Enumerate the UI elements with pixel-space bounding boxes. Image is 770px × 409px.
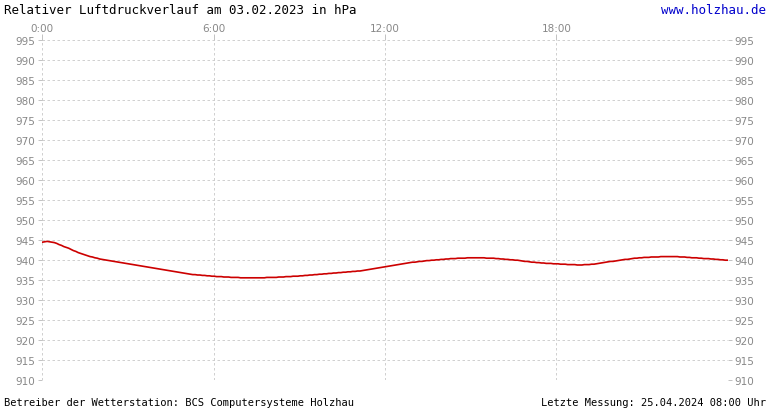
Text: Letzte Messung: 25.04.2024 08:00 Uhr: Letzte Messung: 25.04.2024 08:00 Uhr	[541, 397, 766, 407]
Text: Relativer Luftdruckverlauf am 03.02.2023 in hPa: Relativer Luftdruckverlauf am 03.02.2023…	[4, 4, 357, 17]
Text: Betreiber der Wetterstation: BCS Computersysteme Holzhau: Betreiber der Wetterstation: BCS Compute…	[4, 397, 354, 407]
Text: www.holzhau.de: www.holzhau.de	[661, 4, 766, 17]
